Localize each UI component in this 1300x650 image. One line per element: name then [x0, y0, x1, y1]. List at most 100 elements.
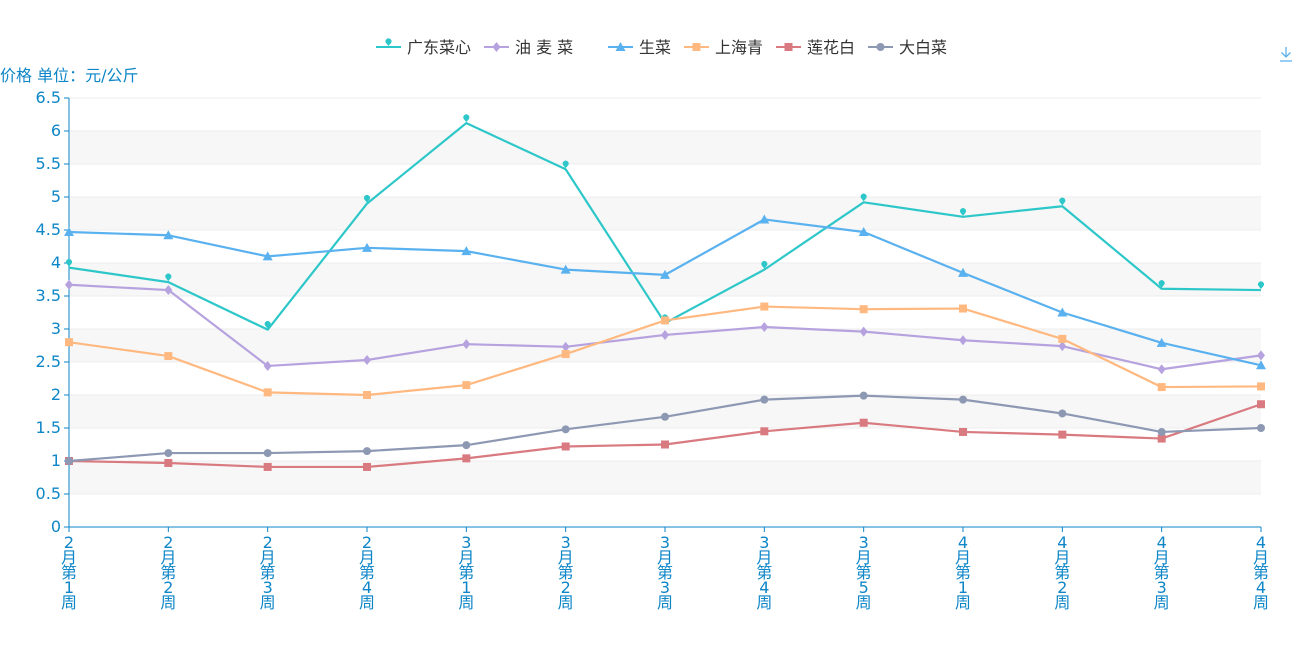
data-point — [760, 322, 769, 333]
grid-band — [69, 197, 1261, 230]
series-3 — [65, 302, 1265, 399]
y-tick-label: 1 — [51, 451, 61, 470]
y-tick-label: 1.5 — [36, 418, 61, 437]
data-point — [264, 321, 271, 329]
series-2 — [64, 214, 1266, 370]
data-point — [959, 395, 967, 404]
data-point — [363, 391, 371, 399]
data-point — [1256, 360, 1266, 370]
data-point — [562, 160, 569, 169]
legend-item[interactable]: 广东菜心 — [376, 38, 471, 57]
y-tick-label: 3 — [51, 319, 61, 338]
download-icon[interactable] — [1280, 47, 1292, 62]
data-point — [164, 458, 173, 467]
x-tick-label: 4 月第 4 周 — [1253, 533, 1269, 612]
data-point — [66, 258, 72, 267]
data-point — [1057, 307, 1068, 317]
data-point — [1257, 424, 1265, 432]
y-tick-label: 5.5 — [36, 154, 61, 173]
x-tick-label: 2 月第 2 周 — [160, 533, 176, 612]
data-point — [362, 242, 372, 252]
data-point — [462, 454, 471, 463]
y-tick-label: 6 — [51, 121, 61, 140]
data-point — [859, 326, 868, 337]
data-point — [561, 350, 570, 359]
data-point — [858, 226, 869, 236]
data-point — [1158, 280, 1165, 288]
grid-band — [69, 131, 1261, 164]
grid-band — [69, 263, 1261, 296]
data-point — [760, 302, 769, 311]
data-point — [760, 395, 769, 404]
data-point — [262, 251, 273, 261]
y-tick-label: 0.5 — [36, 484, 61, 503]
data-point — [364, 194, 370, 203]
data-point — [263, 462, 272, 471]
data-point — [263, 449, 272, 458]
legend-label: 上海青 — [715, 38, 763, 57]
legend-marker — [492, 42, 501, 52]
x-tick-label: 4 月第 1 周 — [955, 533, 971, 612]
y-axis-label: 价格 单位：元/公斤 — [0, 66, 138, 85]
y-tick-label: 4.5 — [36, 220, 61, 239]
grid — [69, 97, 1261, 495]
data-point — [561, 425, 570, 434]
axes: 价格 单位：元/公斤 0 0.5 1 1.5 2 2.5 3 3.5 4 4.5 5 5.5 6 6.5 2… — [0, 66, 1269, 612]
data-point — [263, 388, 272, 397]
data-point — [959, 304, 967, 313]
x-tick-label: 3 月第 1 周 — [458, 533, 474, 612]
legend-item[interactable]: 上海青 — [684, 38, 763, 57]
y-tick-label: 2.5 — [36, 352, 61, 371]
series-1 — [65, 279, 1265, 375]
legend-label: 广东菜心 — [407, 38, 471, 57]
data-point — [65, 279, 73, 290]
legend-label: 生菜 — [639, 38, 671, 57]
legend-item[interactable]: 生菜 — [608, 38, 671, 57]
data-point — [462, 339, 471, 350]
x-tick-label: 3 月第 2 周 — [558, 533, 574, 612]
data-point — [65, 338, 73, 347]
data-point — [1059, 197, 1066, 206]
data-point — [1157, 434, 1166, 443]
data-point — [461, 246, 472, 256]
data-point — [959, 208, 966, 216]
legend-marker — [784, 43, 793, 51]
grid-band — [69, 395, 1261, 428]
data-point — [462, 441, 471, 450]
legend-marker — [692, 43, 701, 51]
data-point — [164, 352, 173, 361]
data-point — [661, 329, 669, 340]
series-5 — [65, 391, 1265, 465]
legend-item[interactable]: 莲花白 — [776, 38, 855, 57]
x-tick-label: 2 月第 4 周 — [359, 533, 375, 612]
data-point — [164, 449, 173, 458]
x-tick-label: 4 月第 2 周 — [1054, 533, 1070, 612]
x-tick-label: 3 月第 5 周 — [856, 533, 872, 612]
data-point — [1258, 281, 1264, 290]
legend-marker — [385, 38, 392, 46]
data-point — [661, 316, 669, 325]
y-tick-label: 6.5 — [36, 88, 61, 107]
data-point — [363, 447, 371, 456]
data-point — [463, 114, 470, 123]
y-tick-label: 0 — [51, 517, 61, 536]
data-point — [1257, 400, 1265, 409]
data-point — [859, 418, 868, 427]
y-tick-label: 5 — [51, 187, 61, 206]
y-tick-label: 2 — [51, 385, 61, 404]
data-point — [661, 412, 669, 421]
data-point — [760, 427, 769, 436]
legend-label: 油 麦 菜 — [515, 38, 573, 57]
legend-label: 大白菜 — [899, 38, 947, 57]
data-point — [761, 260, 768, 269]
legend-item[interactable]: 大白菜 — [868, 38, 947, 57]
data-point — [1257, 350, 1265, 361]
data-point — [263, 360, 272, 371]
legend-marker — [615, 42, 626, 51]
data-point — [462, 381, 471, 390]
data-point — [64, 226, 74, 236]
legend-item[interactable]: 油 麦 菜 — [484, 38, 573, 57]
data-point — [859, 305, 868, 314]
legend[interactable]: 广东菜心 油 麦 菜 生菜 上海青 莲花白 大白菜 — [376, 38, 947, 57]
